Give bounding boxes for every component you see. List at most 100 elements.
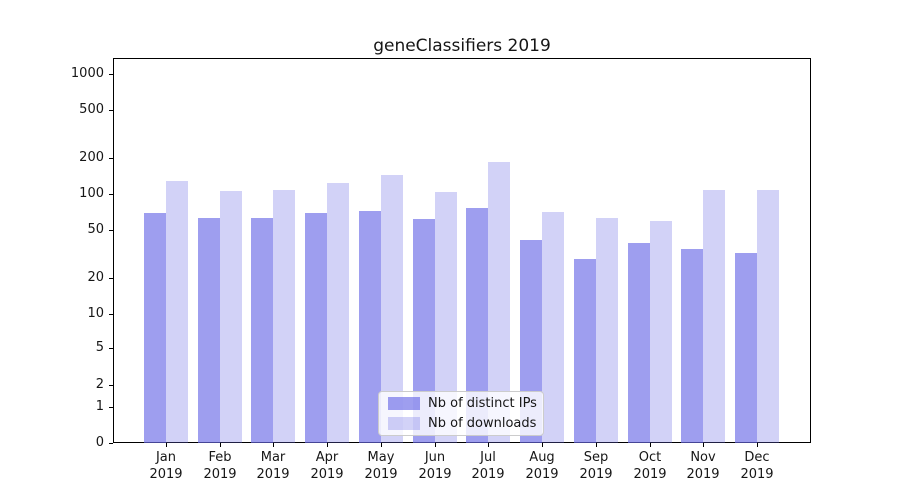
bar-downloads [273,190,295,443]
bar-distinct-ips [574,259,596,443]
bar-downloads [381,175,403,443]
y-tick-label: 1 [95,399,104,414]
x-tick-label: Dec 2019 [729,449,785,483]
x-tick-year: 2019 [740,467,774,482]
x-tick-month: Mar [260,450,286,465]
x-tick-month: Jan [155,450,177,465]
bar-downloads [650,221,672,443]
legend-label-downloads: Nb of downloads [428,416,537,431]
x-tick-mark [220,443,221,447]
x-tick-year: 2019 [310,467,344,482]
x-tick-mark [650,443,651,447]
bar-distinct-ips [198,218,220,443]
y-tick-mark [109,194,113,195]
bar-distinct-ips [413,219,435,443]
x-tick-year: 2019 [525,467,559,482]
x-tick-month: Jul [480,450,496,465]
x-tick-month: May [367,450,395,465]
x-tick-label: Apr 2019 [299,449,355,483]
bar-downloads [166,181,188,443]
y-tick-label: 10 [87,306,104,321]
y-tick-mark [109,385,113,386]
x-tick-month: Apr [315,450,339,465]
x-tick-year: 2019 [256,467,290,482]
x-tick-month: Nov [690,450,716,465]
x-tick-label: May 2019 [353,449,409,483]
bar-distinct-ips [305,213,327,443]
bar-downloads [327,183,349,443]
bar-downloads [757,190,779,443]
bar-distinct-ips [144,213,166,443]
x-tick-year: 2019 [686,467,720,482]
x-tick-mark [381,443,382,447]
x-tick-month: Dec [744,450,770,465]
x-tick-mark [166,443,167,447]
bar-distinct-ips [681,249,703,443]
y-tick-mark [109,278,113,279]
bar-downloads [435,192,457,443]
y-tick-mark [109,348,113,349]
bar-distinct-ips [628,243,650,443]
y-tick-label: 1000 [70,66,104,81]
legend-item-distinct-ips: Nb of distinct IPs [388,396,537,411]
x-tick-year: 2019 [633,467,667,482]
legend-label-distinct-ips: Nb of distinct IPs [428,396,537,411]
y-tick-mark [109,407,113,408]
bar-downloads [703,190,725,443]
y-tick-label: 100 [79,186,104,201]
y-tick-label: 20 [87,270,104,285]
x-tick-label: Sep 2019 [568,449,624,483]
x-tick-mark [596,443,597,447]
y-tick-label: 0 [95,435,104,450]
x-tick-mark [273,443,274,447]
x-tick-mark [488,443,489,447]
x-tick-label: Aug 2019 [514,449,570,483]
x-tick-month: Sep [583,450,609,465]
y-tick-mark [109,314,113,315]
x-tick-mark [327,443,328,447]
y-tick-mark [109,110,113,111]
bar-distinct-ips [735,253,757,443]
bar-downloads [542,212,564,443]
y-tick-label: 2 [95,377,104,392]
x-tick-mark [542,443,543,447]
legend-swatch-distinct-ips [388,397,420,410]
x-tick-label: Nov 2019 [675,449,731,483]
x-tick-label: Feb 2019 [192,449,248,483]
y-tick-label: 5 [95,340,104,355]
y-tick-label: 50 [87,222,104,237]
x-tick-mark [703,443,704,447]
legend: Nb of distinct IPs Nb of downloads [378,391,544,436]
x-tick-year: 2019 [149,467,183,482]
x-tick-label: Mar 2019 [245,449,301,483]
bar-downloads [488,162,510,443]
x-tick-month: Aug [529,450,555,465]
x-tick-year: 2019 [471,467,505,482]
legend-swatch-downloads [388,417,420,430]
x-tick-year: 2019 [203,467,237,482]
y-tick-mark [109,443,113,444]
x-tick-year: 2019 [364,467,398,482]
bar-distinct-ips [466,208,488,443]
x-tick-year: 2019 [418,467,452,482]
bar-distinct-ips [359,211,381,443]
bar-distinct-ips [251,218,273,443]
y-tick-label: 500 [79,102,104,117]
x-tick-month: Feb [208,450,232,465]
x-tick-label: Jul 2019 [460,449,516,483]
x-tick-month: Oct [638,450,662,465]
bar-downloads [596,218,618,443]
x-tick-label: Jun 2019 [407,449,463,483]
y-tick-mark [109,158,113,159]
bar-downloads [220,191,242,443]
x-tick-label: Oct 2019 [622,449,678,483]
chart-title: geneClassifiers 2019 [373,36,551,56]
x-tick-label: Jan 2019 [138,449,194,483]
legend-item-downloads: Nb of downloads [388,416,537,431]
x-tick-year: 2019 [579,467,613,482]
y-tick-label: 200 [79,150,104,165]
x-tick-mark [757,443,758,447]
x-tick-month: Jun [424,450,446,465]
x-tick-mark [435,443,436,447]
